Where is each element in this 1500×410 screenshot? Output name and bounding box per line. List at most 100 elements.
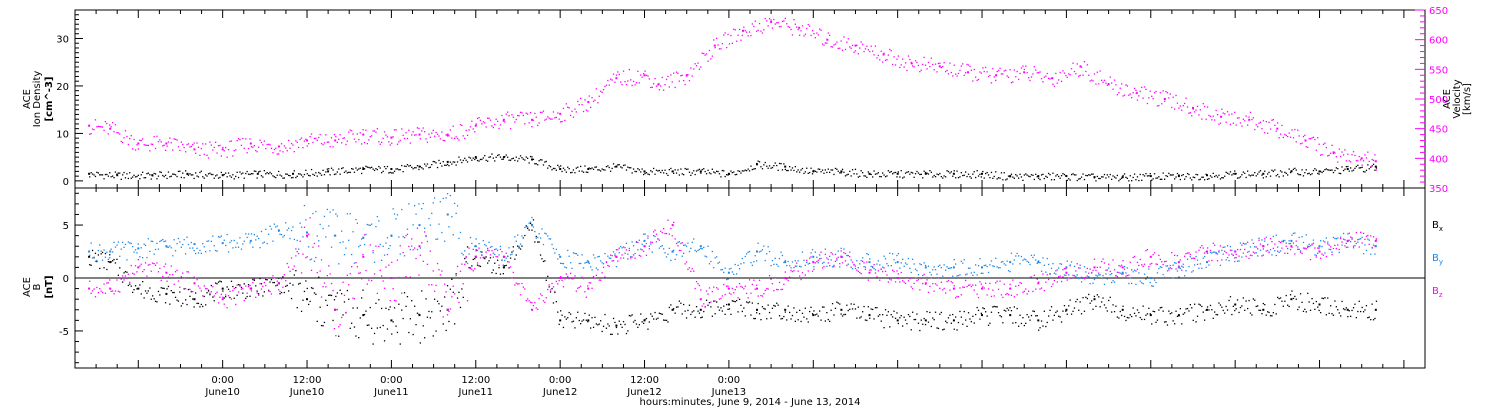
velocity-point xyxy=(428,133,430,135)
velocity-point xyxy=(644,70,646,72)
By-point xyxy=(723,271,725,274)
density-point xyxy=(924,171,927,174)
By-point xyxy=(1222,253,1224,255)
density-point xyxy=(1022,179,1024,181)
Bx-point xyxy=(438,303,440,305)
By-point xyxy=(193,250,195,252)
Bx-point xyxy=(432,335,434,337)
By-point xyxy=(813,266,815,268)
velocity-point xyxy=(288,139,290,142)
velocity-point xyxy=(90,133,92,135)
By-point xyxy=(952,275,954,277)
Bx-point xyxy=(1361,306,1363,309)
Bz-point xyxy=(392,288,394,290)
velocity-point xyxy=(1234,111,1236,113)
density-point xyxy=(570,172,572,174)
density-point xyxy=(1103,173,1106,176)
velocity-point xyxy=(560,121,562,123)
density-point xyxy=(797,169,799,171)
Bz-point xyxy=(1261,255,1263,257)
Bz-point xyxy=(969,284,971,286)
Bx-point xyxy=(401,309,403,311)
Bx-point xyxy=(708,302,711,304)
By-point xyxy=(464,250,466,252)
By-point xyxy=(253,234,255,236)
velocity-point xyxy=(916,61,918,64)
Bz-point xyxy=(170,265,172,267)
By-point xyxy=(535,237,537,239)
Bz-point xyxy=(1066,279,1068,281)
density-point xyxy=(584,165,586,167)
density-point xyxy=(1299,174,1302,176)
Bz-point xyxy=(693,270,695,272)
Bz-data-point xyxy=(1177,261,1180,264)
velocity-point xyxy=(839,47,841,49)
density-point xyxy=(303,173,306,176)
density-point xyxy=(109,172,111,174)
density-point xyxy=(160,171,162,174)
Bx-point xyxy=(1271,315,1273,317)
velocity-point xyxy=(843,36,845,38)
Bz-data-point xyxy=(531,308,533,311)
By-point xyxy=(950,267,952,269)
density-point xyxy=(851,169,854,171)
Bz-point xyxy=(1158,254,1160,256)
By-point xyxy=(133,251,135,253)
Bx-point xyxy=(1118,317,1120,319)
By-point xyxy=(491,245,493,248)
Bx-point xyxy=(963,310,965,313)
velocity-point xyxy=(363,142,366,144)
Bz-point xyxy=(791,270,794,273)
Bx-point xyxy=(611,333,613,335)
velocity-point xyxy=(1362,160,1365,162)
velocity-point xyxy=(879,59,881,61)
velocity-point xyxy=(710,58,712,60)
By-point xyxy=(966,273,968,275)
By-point xyxy=(562,263,565,265)
Bz-point xyxy=(1231,253,1233,255)
velocity-point xyxy=(1184,102,1186,105)
velocity-point xyxy=(886,59,888,61)
By-point xyxy=(877,260,879,262)
Bx-point xyxy=(651,315,653,317)
Bz-point xyxy=(160,279,162,282)
velocity-point xyxy=(864,48,867,50)
By-point xyxy=(860,260,862,262)
Bx-point xyxy=(587,321,589,323)
density-point xyxy=(809,171,811,174)
Bz-point xyxy=(481,254,483,257)
velocity-point xyxy=(1000,73,1003,75)
Bx-point xyxy=(884,309,887,311)
Bx-point xyxy=(698,312,701,314)
Bz-point xyxy=(484,256,486,258)
velocity-point xyxy=(250,146,253,148)
Bx-point xyxy=(1238,311,1240,314)
density-point xyxy=(1111,178,1113,180)
density-point xyxy=(1216,176,1219,178)
density-point xyxy=(96,171,98,173)
Bz-point xyxy=(591,287,593,289)
Bz-point xyxy=(1269,238,1272,240)
velocity-point xyxy=(854,50,857,52)
density-point xyxy=(710,173,712,175)
density-point xyxy=(393,170,396,172)
velocity-point xyxy=(1186,106,1189,108)
Bz-point xyxy=(233,287,235,290)
density-point xyxy=(594,166,596,168)
Bx-point xyxy=(1262,302,1264,305)
By-data-point xyxy=(1290,239,1293,242)
By-point xyxy=(519,243,522,245)
Bx-point xyxy=(691,311,693,313)
By-point xyxy=(1105,273,1107,275)
Bx-point xyxy=(230,280,233,282)
density-point xyxy=(532,158,535,160)
density-point xyxy=(929,170,931,172)
Bz-point xyxy=(422,260,424,262)
velocity-point xyxy=(728,43,731,45)
By-point xyxy=(817,262,819,264)
velocity-point xyxy=(1199,109,1201,111)
density-point xyxy=(205,174,207,176)
density-point xyxy=(249,173,251,176)
By-point xyxy=(150,240,152,242)
density-point xyxy=(986,171,988,174)
